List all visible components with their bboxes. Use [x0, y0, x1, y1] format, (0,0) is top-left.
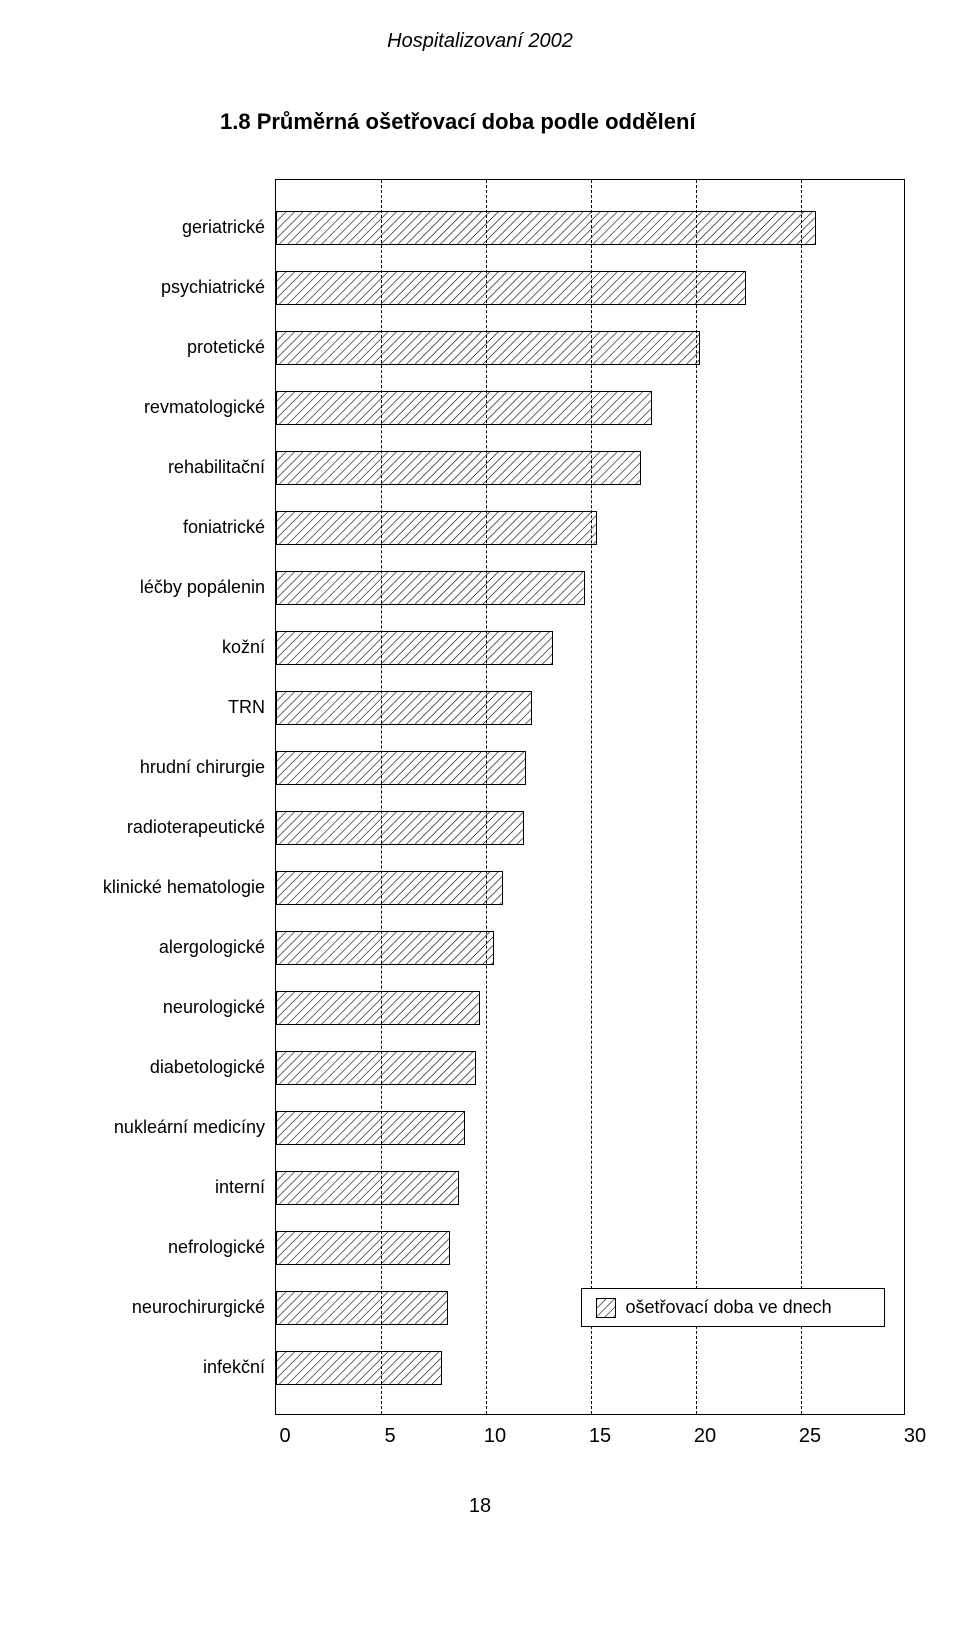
- x-tick-label: 20: [694, 1425, 716, 1448]
- y-label: alergologické: [60, 917, 265, 977]
- y-label: psychiatrické: [60, 257, 265, 317]
- bars-container: [276, 180, 904, 1416]
- bar: [276, 391, 652, 425]
- x-axis: 051015202530: [285, 1415, 915, 1455]
- bar: [276, 1171, 459, 1205]
- x-tick-label: 15: [589, 1425, 611, 1448]
- plot-area: ošetřovací doba ve dnech: [275, 179, 905, 1415]
- bar: [276, 1051, 476, 1085]
- legend: ošetřovací doba ve dnech: [581, 1288, 886, 1327]
- y-label: geriatrické: [60, 197, 265, 257]
- y-label: interní: [60, 1157, 265, 1217]
- legend-label: ošetřovací doba ve dnech: [626, 1297, 832, 1318]
- bar-row: [276, 618, 904, 678]
- bar: [276, 451, 641, 485]
- bar-row: [276, 738, 904, 798]
- chart-title: 1.8 Průměrná ošetřovací doba podle odděl…: [220, 109, 900, 135]
- y-label: foniatrické: [60, 497, 265, 557]
- y-label: neurologické: [60, 977, 265, 1037]
- y-axis-labels: geriatricképsychiatricképrotetickérevmat…: [60, 179, 275, 1415]
- y-label: neurochirurgické: [60, 1277, 265, 1337]
- bar-row: [276, 1038, 904, 1098]
- y-label: radioterapeutické: [60, 797, 265, 857]
- page: Hospitalizovaní 2002 1.8 Průměrná ošetřo…: [0, 0, 960, 1558]
- x-tick-label: 25: [799, 1425, 821, 1448]
- y-label: revmatologické: [60, 377, 265, 437]
- doc-header: Hospitalizovaní 2002: [60, 30, 900, 53]
- bar-row: [276, 258, 904, 318]
- bar: [276, 691, 532, 725]
- bar-row: [276, 678, 904, 738]
- y-label: hrudní chirurgie: [60, 737, 265, 797]
- bar-row: [276, 1218, 904, 1278]
- y-label: klinické hematologie: [60, 857, 265, 917]
- bar: [276, 271, 746, 305]
- bar: [276, 811, 524, 845]
- bar-row: [276, 438, 904, 498]
- page-number: 18: [60, 1495, 900, 1518]
- y-label: rehabilitační: [60, 437, 265, 497]
- bar-row: [276, 858, 904, 918]
- bar: [276, 931, 494, 965]
- bar-row: [276, 1158, 904, 1218]
- bar: [276, 1231, 450, 1265]
- bar: [276, 631, 553, 665]
- y-label: infekční: [60, 1337, 265, 1397]
- y-label: nukleární medicíny: [60, 1097, 265, 1157]
- bar: [276, 871, 503, 905]
- y-label: léčby popálenin: [60, 557, 265, 617]
- bar-row: [276, 1338, 904, 1398]
- y-label: TRN: [60, 677, 265, 737]
- bar: [276, 571, 585, 605]
- bar: [276, 1351, 442, 1385]
- bar-row: [276, 978, 904, 1038]
- x-tick-label: 10: [484, 1425, 506, 1448]
- bar-row: [276, 498, 904, 558]
- x-tick-label: 5: [384, 1425, 395, 1448]
- bar: [276, 1291, 448, 1325]
- legend-swatch: [596, 1298, 616, 1318]
- bar: [276, 1111, 465, 1145]
- bar: [276, 211, 816, 245]
- bar-row: [276, 378, 904, 438]
- chart: geriatricképsychiatricképrotetickérevmat…: [60, 179, 900, 1415]
- y-label: kožní: [60, 617, 265, 677]
- bar-row: [276, 918, 904, 978]
- bar-row: [276, 1098, 904, 1158]
- x-tick-label: 0: [279, 1425, 290, 1448]
- x-tick-label: 30: [904, 1425, 926, 1448]
- bar-row: [276, 198, 904, 258]
- y-label: protetické: [60, 317, 265, 377]
- bar: [276, 991, 480, 1025]
- bar-row: [276, 798, 904, 858]
- y-label: diabetologické: [60, 1037, 265, 1097]
- bar: [276, 511, 597, 545]
- bar: [276, 331, 700, 365]
- bar: [276, 751, 526, 785]
- y-label: nefrologické: [60, 1217, 265, 1277]
- bar-row: [276, 318, 904, 378]
- bar-row: [276, 558, 904, 618]
